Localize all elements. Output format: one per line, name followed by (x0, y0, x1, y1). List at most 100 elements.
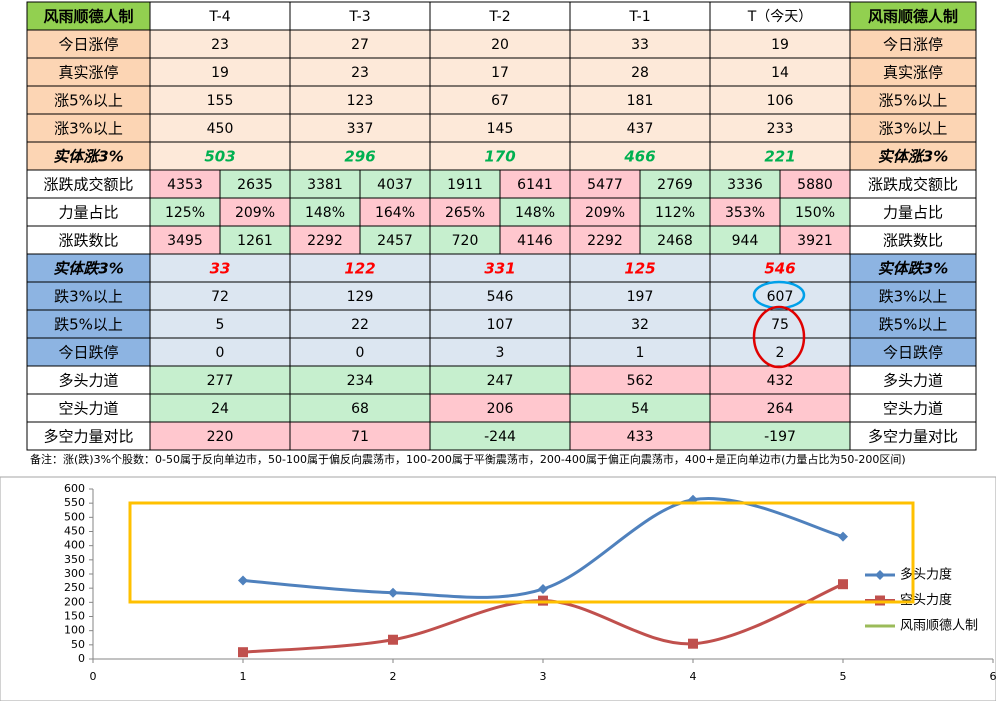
cell (849, 113, 977, 143)
cell-text: 170 (484, 148, 515, 166)
cell (569, 197, 641, 227)
cell (26, 421, 151, 451)
cell-text: 2292 (307, 233, 343, 249)
cell-text: 23 (351, 65, 369, 81)
cell-text: 296 (344, 148, 375, 166)
cell (499, 197, 571, 227)
cell (569, 141, 711, 171)
cell (849, 281, 977, 311)
column-header: T-2 (488, 9, 510, 25)
cell (26, 281, 151, 311)
cell-text: 3921 (797, 233, 833, 249)
cell (849, 1, 977, 31)
row-label: 今日涨停 (883, 36, 943, 54)
y-tick-label: 250 (64, 581, 85, 594)
row-label: 实体跌3% (53, 260, 123, 278)
cell-text: 3336 (727, 177, 763, 193)
legend-marker (875, 570, 885, 580)
cell (639, 197, 711, 227)
cell-text: 1911 (447, 177, 483, 193)
cell-text: -197 (764, 429, 796, 445)
cell-text: 546 (764, 260, 795, 278)
cell-text: 5 (216, 317, 225, 333)
cell (149, 85, 291, 115)
cell-text: 3495 (167, 233, 203, 249)
row-label: 今日跌停 (58, 344, 118, 362)
cell (709, 85, 851, 115)
cell-text: 75 (771, 317, 789, 333)
cell (289, 141, 431, 171)
cell (289, 85, 431, 115)
column-header: T-4 (208, 9, 230, 25)
cell (289, 197, 361, 227)
corner-label: 风雨顺德人制 (43, 8, 133, 26)
row-label: 力量占比 (883, 204, 943, 222)
row-label: 涨5%以上 (879, 92, 948, 110)
cell-text: 264 (767, 401, 794, 417)
row-label: 空头力道 (58, 400, 118, 418)
x-tick-label: 3 (540, 670, 547, 683)
row-label: 今日跌停 (883, 344, 943, 362)
cell-text: 247 (487, 373, 514, 389)
cell (709, 421, 851, 451)
cell (849, 421, 977, 451)
cell-text: 107 (487, 317, 514, 333)
cell (639, 225, 711, 255)
row-label: 涨跌数比 (883, 232, 943, 250)
cell-text: 3381 (307, 177, 343, 193)
row-label: 实体跌3% (878, 260, 948, 278)
cell-text: 129 (347, 289, 374, 305)
cell-text: 209% (235, 205, 275, 221)
cell (709, 253, 851, 283)
cell (849, 225, 977, 255)
y-tick-label: 500 (64, 510, 85, 523)
cell-text: 122 (344, 260, 375, 278)
cell-text: 2635 (237, 177, 273, 193)
cell-text: 32 (631, 317, 649, 333)
cell-text: 5477 (587, 177, 623, 193)
row-label: 跌5%以上 (879, 316, 948, 334)
cell-text: 150% (795, 205, 835, 221)
cell (429, 169, 501, 199)
cell (849, 365, 977, 395)
cell-text: 6141 (517, 177, 553, 193)
cell (26, 197, 151, 227)
cell-text: 466 (623, 148, 655, 166)
y-tick-label: 300 (64, 567, 85, 580)
cell-text: 5880 (797, 177, 833, 193)
cell (849, 57, 977, 87)
point (388, 634, 398, 645)
cell-text: 181 (627, 93, 654, 109)
cell (149, 29, 291, 59)
y-tick-label: 150 (64, 610, 85, 623)
y-tick-label: 50 (71, 638, 85, 651)
cell (709, 365, 851, 395)
row-label: 涨跌成交额比 (43, 176, 133, 194)
x-tick-label: 6 (990, 670, 996, 683)
legend-label: 空头力度 (900, 592, 952, 608)
cell-text: 433 (627, 429, 654, 445)
cell-text: 220 (207, 429, 234, 445)
cell (26, 57, 151, 87)
cell-text: 4146 (517, 233, 553, 249)
cell-text: 265% (445, 205, 485, 221)
cell (849, 309, 977, 339)
column-header: T-3 (348, 9, 370, 25)
cell-text: 123 (347, 93, 374, 109)
y-tick-label: 600 (64, 482, 85, 495)
cell-text: 71 (351, 429, 369, 445)
cell-text: 19 (771, 37, 789, 53)
row-label: 多头力道 (883, 372, 943, 390)
cell-text: 233 (767, 121, 794, 137)
x-tick-label: 2 (390, 670, 397, 683)
cell (849, 85, 977, 115)
point (238, 575, 248, 586)
cell-text: 206 (487, 401, 514, 417)
cell (709, 1, 851, 31)
cell-text: 0 (216, 345, 225, 361)
cell (289, 169, 361, 199)
cell (429, 365, 571, 395)
corner-label: 风雨顺德人制 (868, 8, 958, 26)
cell-text: 2769 (657, 177, 693, 193)
cell (26, 113, 151, 143)
